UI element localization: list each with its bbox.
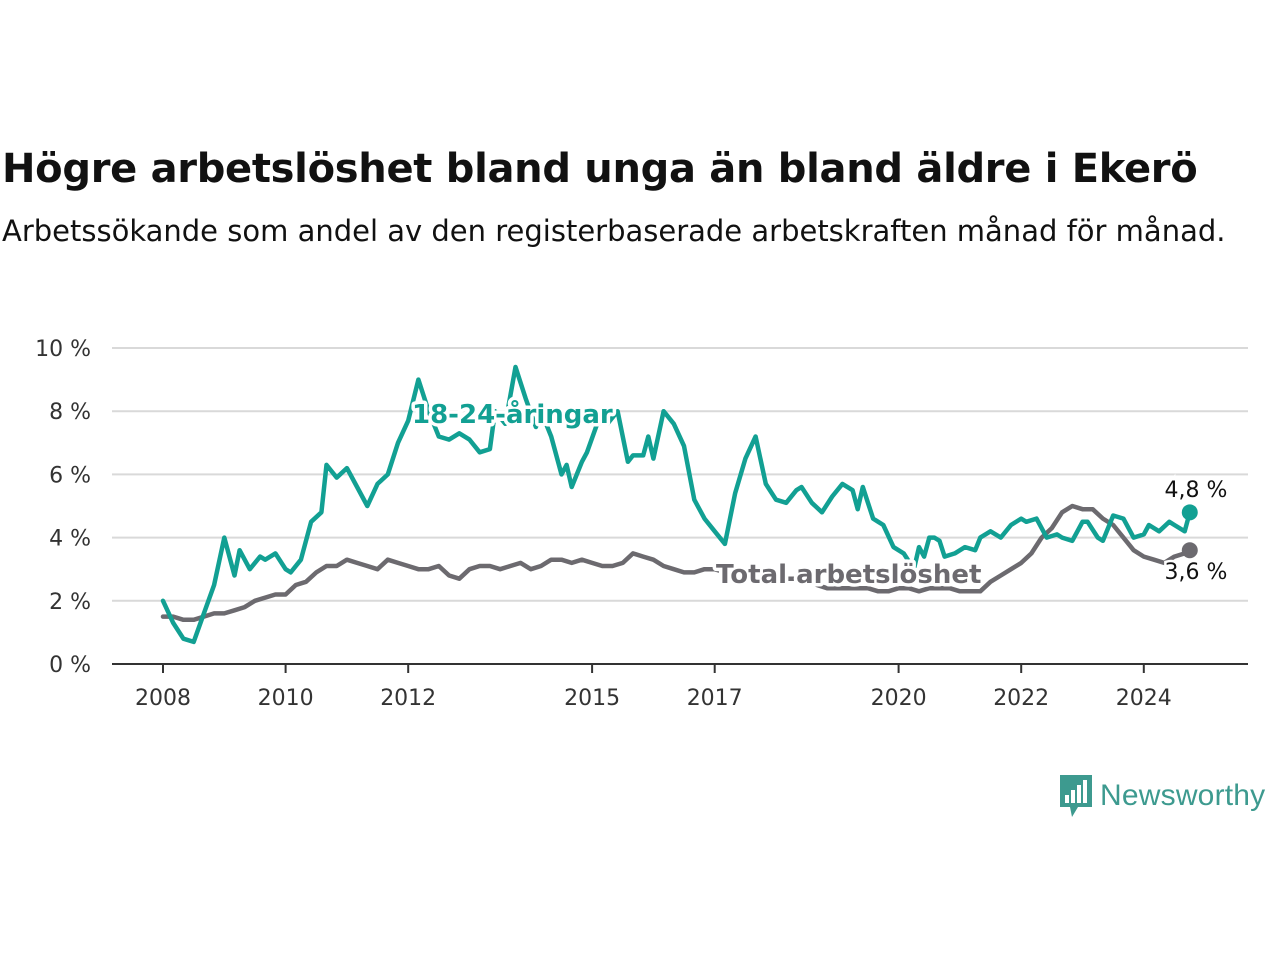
youth-series-line <box>160 364 1193 645</box>
logo-text: Newsworthy <box>1100 779 1266 812</box>
chart-title: Högre arbetslöshet bland unga än bland ä… <box>2 146 1198 192</box>
x-axis-ticks: 2008 2010 2012 2015 2017 2020 2022 2024 <box>135 664 1172 711</box>
total-series-line <box>160 503 1193 623</box>
x-tick-label: 2024 <box>1116 686 1172 711</box>
x-tick-label: 2020 <box>871 686 927 711</box>
total-end-value-label: 3,6 % <box>1165 560 1228 585</box>
y-tick-label: 0 % <box>49 653 91 678</box>
total-series-label: Total arbetslöshet <box>716 560 981 590</box>
y-tick-label: 4 % <box>49 527 91 552</box>
series-labels: 18-24-åringar Total arbetslöshet 4,8 % 3,6 … <box>409 395 1230 594</box>
newsworthy-chart-bubble-icon <box>1060 775 1092 817</box>
line-chart: 0 % 2 % 4 % 6 % 8 % 10 % 2008 2010 2012 2015 2017… <box>35 337 1248 711</box>
series-lines <box>160 364 1198 645</box>
youth-series-label: 18-24-åringar <box>412 398 613 430</box>
x-tick-label: 2015 <box>564 686 620 711</box>
newsworthy-logo: Newsworthy <box>1058 772 1265 820</box>
total-end-point <box>1181 542 1198 559</box>
y-tick-label: 6 % <box>49 463 91 488</box>
youth-end-value-label: 4,8 % <box>1165 478 1228 503</box>
youth-end-point <box>1181 504 1198 521</box>
x-tick-label: 2010 <box>258 686 314 711</box>
x-tick-label: 2017 <box>687 686 743 711</box>
y-axis-ticks: 0 % 2 % 4 % 6 % 8 % 10 % <box>35 337 91 678</box>
y-tick-label: 8 % <box>49 400 91 425</box>
y-tick-label: 2 % <box>49 590 91 615</box>
x-tick-label: 2022 <box>993 686 1049 711</box>
y-tick-label: 10 % <box>35 337 91 362</box>
chart-subtitle: Arbetssökande som andel av den registerb… <box>2 214 1226 248</box>
x-tick-label: 2012 <box>380 686 436 711</box>
x-tick-label: 2008 <box>135 686 191 711</box>
